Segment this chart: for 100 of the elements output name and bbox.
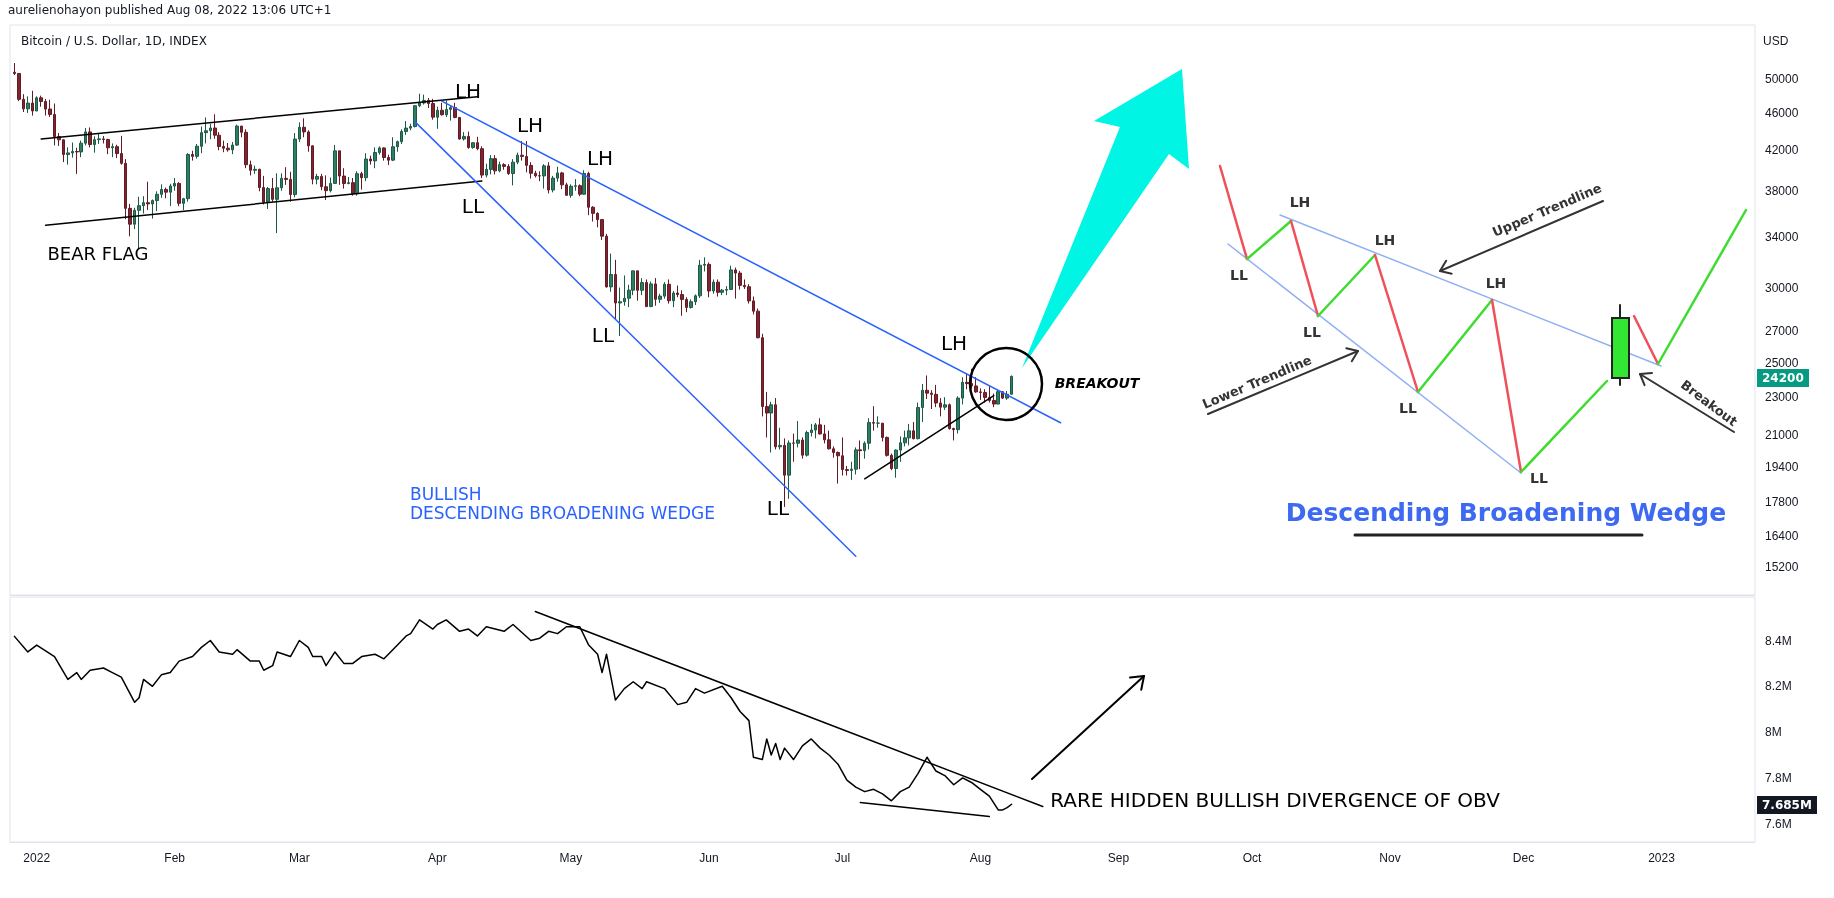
- annotation: LH: [940, 331, 968, 355]
- y-tick-label: 34000: [1765, 229, 1799, 244]
- text: Bitcoin / U.S. Dollar, 1D, INDEX: [21, 34, 207, 48]
- candlestick: [31, 90, 34, 117]
- candlestick: [226, 142, 230, 153]
- candlestick: [787, 439, 791, 500]
- candlestick: [729, 265, 733, 291]
- y-tick-label: 38000: [1765, 184, 1799, 199]
- annotation: BEAR FLAG: [47, 243, 149, 264]
- candlestick: [493, 154, 497, 175]
- candlestick: [347, 176, 350, 185]
- candlestick: [355, 170, 359, 197]
- candlestick: [814, 422, 817, 439]
- candlestick: [720, 288, 724, 296]
- candlestick: [462, 131, 466, 142]
- y-tick-label: 42000: [1765, 143, 1799, 158]
- candlestick: [654, 277, 657, 307]
- candlestick: [489, 154, 493, 175]
- candlestick: [672, 290, 675, 308]
- candlestick: [324, 174, 328, 201]
- text: 7.685M: [1757, 796, 1817, 814]
- candlestick: [707, 261, 711, 298]
- candlestick: [712, 278, 715, 295]
- candlestick: [26, 95, 30, 114]
- annotation: LL: [1230, 267, 1248, 283]
- y-tick-label: 8.4M: [1765, 633, 1792, 648]
- x-tick-label: 2022: [23, 851, 51, 865]
- candlestick: [569, 183, 573, 199]
- candlestick: [965, 372, 969, 390]
- candlestick: [266, 186, 270, 210]
- candlestick: [943, 396, 947, 411]
- y-tick-label: 46000: [1765, 105, 1799, 120]
- candlestick: [436, 106, 439, 130]
- candlestick: [164, 187, 168, 199]
- candlestick: [35, 95, 38, 112]
- annotation: LH: [586, 146, 614, 170]
- x-tick-label: Sep: [1107, 851, 1130, 865]
- candlestick: [502, 162, 506, 171]
- candlestick: [369, 155, 372, 166]
- candlestick: [373, 146, 377, 169]
- candlestick: [796, 420, 800, 448]
- candlestick: [640, 277, 644, 296]
- candlestick: [440, 102, 444, 117]
- candlestick: [769, 401, 773, 453]
- candlestick: [716, 278, 720, 298]
- candlestick: [111, 142, 114, 158]
- y-tick-label: 23000: [1765, 390, 1799, 405]
- x-tick-label: Jun: [699, 851, 719, 865]
- annotation: LL: [1399, 400, 1417, 416]
- candlestick: [858, 439, 862, 470]
- candlestick: [66, 146, 70, 166]
- x-tick-label: Feb: [164, 851, 186, 865]
- y-tick-label: 27000: [1765, 324, 1799, 339]
- x-tick-label: Jul: [834, 851, 851, 865]
- x-tick-label: 2023: [1648, 851, 1676, 865]
- candlestick: [391, 136, 395, 162]
- annotation: LL: [1530, 470, 1548, 486]
- candlestick: [912, 421, 915, 440]
- candlestick: [253, 165, 257, 175]
- candlestick: [360, 171, 363, 191]
- candlestick: [382, 146, 386, 162]
- candlestick: [271, 177, 274, 203]
- candlestick: [609, 253, 613, 293]
- x-tick-label: Mar: [289, 851, 310, 865]
- candlestick: [578, 183, 582, 197]
- annotation: LL: [591, 323, 615, 347]
- candlestick: [774, 397, 777, 450]
- candlestick: [538, 170, 541, 182]
- y-tick-label: 30000: [1765, 281, 1799, 296]
- x-tick-label: Apr: [428, 851, 447, 865]
- candlestick: [983, 388, 987, 404]
- y-tick-label: 7.6M: [1765, 816, 1792, 831]
- candlestick: [649, 280, 653, 308]
- candlestick: [792, 433, 795, 463]
- annotation: RARE HIDDEN BULLISH DIVERGENCE OF OBV: [1050, 788, 1500, 812]
- candlestick: [445, 100, 448, 118]
- candlestick: [364, 152, 368, 182]
- y-tick-label: 16400: [1765, 528, 1799, 543]
- candlestick: [146, 181, 150, 211]
- candlestick: [498, 161, 501, 173]
- y-tick-label: 8.2M: [1765, 679, 1792, 694]
- x-tick-label: May: [559, 851, 583, 865]
- candlestick: [177, 181, 181, 207]
- annotation: LH: [454, 79, 482, 103]
- candlestick: [467, 131, 470, 150]
- y-tick-label: 8M: [1765, 725, 1782, 740]
- x-tick-label: Dec: [1512, 851, 1535, 865]
- text: 24200: [1757, 369, 1809, 387]
- candlestick: [667, 278, 671, 305]
- y-tick-label: 21000: [1765, 427, 1799, 442]
- x-tick-label: Aug: [969, 851, 992, 865]
- candlestick: [431, 98, 435, 121]
- y-tick-label: 17800: [1765, 495, 1799, 510]
- y-tick-label: 19400: [1765, 460, 1799, 475]
- annotation: LH: [1289, 194, 1311, 210]
- candlestick: [636, 270, 639, 302]
- y-axis-title: USD: [1763, 34, 1789, 48]
- candlestick: [75, 147, 79, 175]
- candlestick: [996, 388, 1000, 405]
- candlestick: [680, 289, 684, 317]
